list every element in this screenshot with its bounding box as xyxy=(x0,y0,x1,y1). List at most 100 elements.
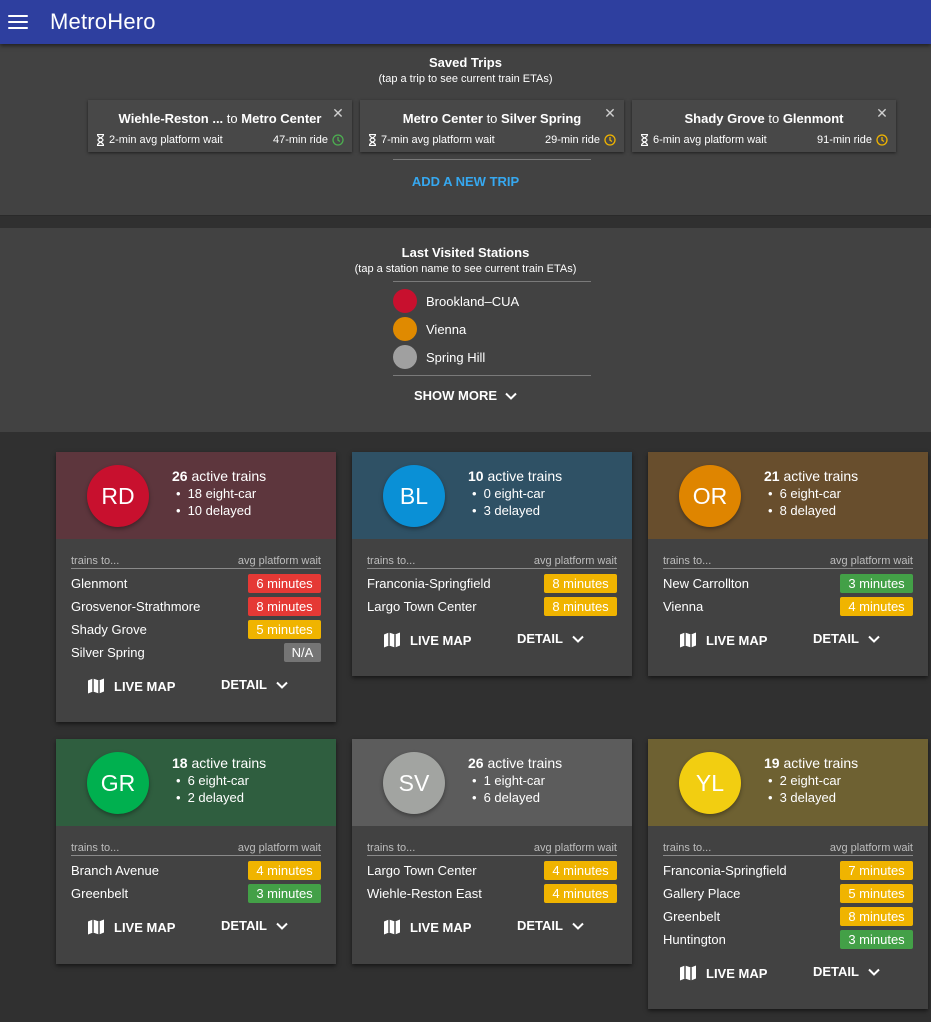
live-map-button[interactable]: LIVE MAP xyxy=(87,918,175,936)
wait-badge: 6 minutes xyxy=(248,573,321,593)
clock-icon xyxy=(876,134,888,146)
live-map-button[interactable]: LIVE MAP xyxy=(87,677,175,695)
destination-row[interactable]: Largo Town Center 4 minutes xyxy=(367,860,617,880)
chevron-down-icon xyxy=(505,392,517,400)
delayed-count: 2 delayed xyxy=(176,789,266,806)
trip-to: Silver Spring xyxy=(501,111,582,126)
delayed-count: 3 delayed xyxy=(768,789,858,806)
chevron-down-icon xyxy=(572,922,584,930)
destination-name: Greenbelt xyxy=(663,908,721,924)
detail-button[interactable]: DETAIL xyxy=(813,964,880,979)
wait-badge: 8 minutes xyxy=(248,596,321,616)
map-icon xyxy=(680,965,696,981)
detail-button[interactable]: DETAIL xyxy=(813,631,880,646)
live-map-button[interactable]: LIVE MAP xyxy=(383,918,471,936)
destination-name: Grosvenor-Strathmore xyxy=(71,598,201,614)
line-summary: 21 active trains 6 eight-car 8 delayed xyxy=(764,468,858,519)
destination-row[interactable]: New Carrollton 3 minutes xyxy=(663,573,913,593)
wait-badge: 4 minutes xyxy=(248,860,321,880)
destination-row[interactable]: Grosvenor-Strathmore 8 minutes xyxy=(71,596,321,616)
table-header: trains to... avg platform wait xyxy=(71,842,321,856)
trip-from: Metro Center xyxy=(402,111,483,126)
detail-button[interactable]: DETAIL xyxy=(221,677,288,692)
line-badge: OR xyxy=(679,465,741,527)
show-more-button[interactable]: SHOW MORE xyxy=(0,388,931,403)
live-map-label: LIVE MAP xyxy=(706,965,768,981)
destination-row[interactable]: Franconia-Springfield 8 minutes xyxy=(367,573,617,593)
destination-row[interactable]: Franconia-Springfield 7 minutes xyxy=(663,860,913,880)
destination-row[interactable]: Gallery Place 5 minutes xyxy=(663,883,913,903)
destination-row[interactable]: Greenbelt 8 minutes xyxy=(663,906,913,926)
destination-name: Glenmont xyxy=(71,575,128,591)
menu-icon[interactable] xyxy=(8,15,28,29)
saved-trips-title: Saved Trips xyxy=(429,55,502,70)
destination-row[interactable]: Silver Spring N/A xyxy=(71,642,321,662)
live-map-button[interactable]: LIVE MAP xyxy=(679,964,767,982)
destination-name: Gallery Place xyxy=(663,885,741,901)
close-icon[interactable]: ✕ xyxy=(332,105,344,121)
saved-trips-subtitle: (tap a trip to see current train ETAs) xyxy=(378,73,553,85)
avg-wait-label: avg platform wait xyxy=(829,842,913,854)
detail-button[interactable]: DETAIL xyxy=(517,631,584,646)
detail-label: DETAIL xyxy=(813,964,859,979)
trip-wait: 7-min avg platform wait xyxy=(368,134,495,146)
table-header: trains to... avg platform wait xyxy=(663,555,913,569)
trip-from: Wiehle-Reston ... xyxy=(118,111,224,126)
active-count: 26 xyxy=(468,755,484,771)
detail-button[interactable]: DETAIL xyxy=(221,918,288,933)
detail-button[interactable]: DETAIL xyxy=(517,918,584,933)
line-badge: GR xyxy=(87,752,149,814)
wait-badge: 7 minutes xyxy=(840,860,913,880)
live-map-button[interactable]: LIVE MAP xyxy=(383,631,471,649)
trip-title: Wiehle-Reston ... to Metro Center xyxy=(88,111,352,126)
station-item[interactable]: Spring Hill xyxy=(393,344,485,370)
destination-row[interactable]: Shady Grove 5 minutes xyxy=(71,619,321,639)
live-map-label: LIVE MAP xyxy=(410,919,472,935)
eight-car-count: 6 eight-car xyxy=(176,772,266,789)
card-actions: LIVE MAP DETAIL xyxy=(56,918,336,938)
active-count: 10 xyxy=(468,468,484,484)
destination-row[interactable]: Branch Avenue 4 minutes xyxy=(71,860,321,880)
destination-name: Franconia-Springfield xyxy=(367,575,491,591)
wait-badge: N/A xyxy=(284,642,321,662)
eight-car-count: 2 eight-car xyxy=(768,772,858,789)
trip-ride: 47-min ride xyxy=(273,134,344,146)
trip-ride-text: 91-min ride xyxy=(816,134,872,146)
destination-row[interactable]: Greenbelt 3 minutes xyxy=(71,883,321,903)
live-map-button[interactable]: LIVE MAP xyxy=(679,631,767,649)
card-actions: LIVE MAP DETAIL xyxy=(648,964,928,984)
card-actions: LIVE MAP DETAIL xyxy=(352,918,632,938)
saved-trip-card[interactable]: Metro Center to Silver Spring ✕ 7-min av… xyxy=(360,100,624,152)
destination-name: Shady Grove xyxy=(71,621,147,637)
station-item[interactable]: Vienna xyxy=(393,316,466,342)
trip-wait: 2-min avg platform wait xyxy=(96,134,223,146)
line-badge: BL xyxy=(383,465,445,527)
eight-car-count: 0 eight-car xyxy=(472,485,562,502)
destination-row[interactable]: Vienna 4 minutes xyxy=(663,596,913,616)
trip-to: Glenmont xyxy=(782,111,844,126)
close-icon[interactable]: ✕ xyxy=(604,105,616,121)
destination-row[interactable]: Largo Town Center 8 minutes xyxy=(367,596,617,616)
line-card-rd: RD 26 active trains 18 eight-car 10 dela… xyxy=(56,452,336,722)
active-count: 21 xyxy=(764,468,780,484)
line-badge: YL xyxy=(679,752,741,814)
divider xyxy=(393,281,591,282)
add-trip-button[interactable]: ADD A NEW TRIP xyxy=(411,174,520,189)
destination-row[interactable]: Wiehle-Reston East 4 minutes xyxy=(367,883,617,903)
trip-from: Shady Grove xyxy=(684,111,765,126)
clock-icon xyxy=(332,134,344,146)
destination-row[interactable]: Glenmont 6 minutes xyxy=(71,573,321,593)
wait-badge: 3 minutes xyxy=(840,573,913,593)
station-item[interactable]: Brookland–CUA xyxy=(393,288,519,314)
destination-name: New Carrollton xyxy=(663,575,749,591)
destination-row[interactable]: Huntington 3 minutes xyxy=(663,929,913,949)
close-icon[interactable]: ✕ xyxy=(876,105,888,121)
station-color-dot xyxy=(393,345,417,369)
destination-name: Franconia-Springfield xyxy=(663,862,787,878)
table-header: trains to... avg platform wait xyxy=(367,842,617,856)
detail-label: DETAIL xyxy=(221,918,267,933)
detail-label: DETAIL xyxy=(221,677,267,692)
saved-trip-card[interactable]: Shady Grove to Glenmont ✕ 6-min avg plat… xyxy=(632,100,896,152)
saved-trip-card[interactable]: Wiehle-Reston ... to Metro Center ✕ 2-mi… xyxy=(88,100,352,152)
clock-icon xyxy=(604,134,616,146)
